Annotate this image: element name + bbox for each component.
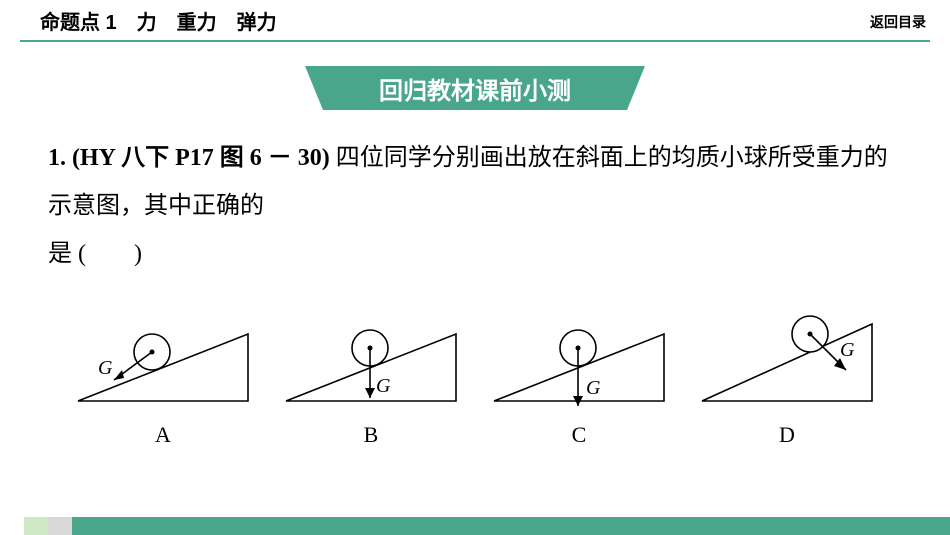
diagram-label: C [484,422,674,448]
diagram-option: GA [68,306,258,448]
topic-title: 命题点 1 力 重力 弹力 [40,12,277,34]
section-banner-label: 回归教材课前小测 [345,66,605,110]
svg-text:G: G [376,375,391,397]
footer-band [0,517,950,535]
diagram-label: D [692,422,882,448]
question-body-2: 是 ( ) [48,241,142,267]
back-to-toc-link[interactable]: 返回目录 [870,12,926,32]
diagram-svg: G [276,306,466,416]
svg-text:G: G [586,377,601,399]
svg-text:G: G [840,339,855,361]
diagram-svg: G [692,306,882,416]
diagram-option: GC [484,306,674,448]
diagram-label: B [276,422,466,448]
diagram-row: GAGBGCGD [0,306,950,448]
question-text: 1. (HY 八下 P17 图 6 － 30) 四位同学分别画出放在斜面上的均质… [0,134,950,278]
diagram-label: A [68,422,258,448]
diagram-option: GD [692,306,882,448]
divider [20,40,930,42]
diagram-svg: G [484,306,674,416]
header-bar: 命题点 1 力 重力 弹力 返回目录 [0,0,950,40]
section-banner: 回归教材课前小测 [305,66,645,110]
diagram-svg: G [68,306,258,416]
diagram-option: GB [276,306,466,448]
question-ref: 1. (HY 八下 P17 图 6 － 30) [48,145,330,171]
svg-text:G: G [98,357,113,379]
